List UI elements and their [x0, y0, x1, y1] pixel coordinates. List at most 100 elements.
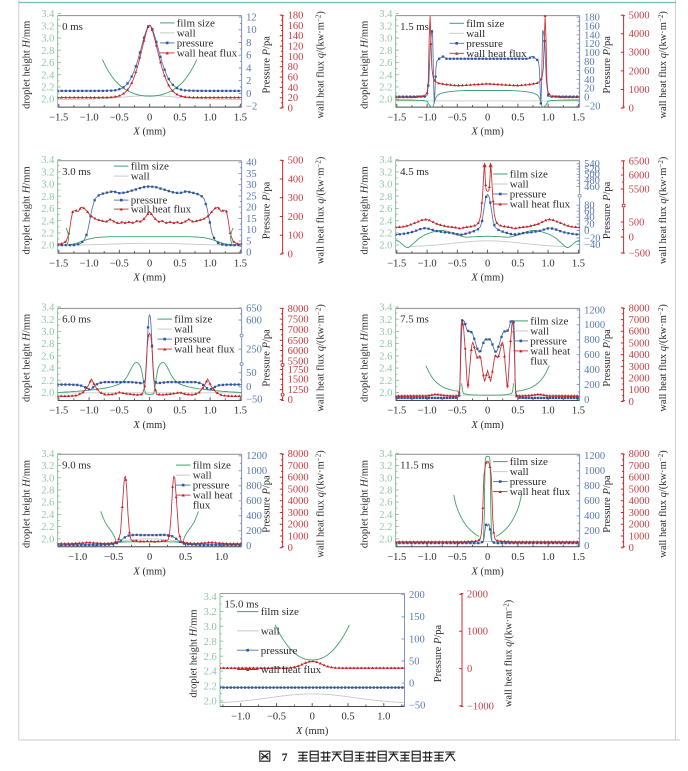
svg-text:2.6: 2.6	[379, 351, 392, 362]
svg-text:2.6: 2.6	[379, 58, 392, 69]
svg-text:1.0: 1.0	[204, 112, 217, 123]
svg-text:3.2: 3.2	[41, 167, 54, 178]
svg-text:6.0 ms: 6.0 ms	[62, 314, 91, 326]
svg-text:pressure: pressure	[261, 645, 298, 657]
svg-text:−0.5: −0.5	[110, 258, 129, 269]
svg-text:200: 200	[288, 212, 304, 223]
svg-text:3.2: 3.2	[379, 461, 392, 472]
svg-text:3.4: 3.4	[41, 9, 55, 20]
svg-text:7: 7	[282, 752, 288, 764]
svg-text:5000: 5000	[288, 484, 309, 495]
svg-text:0: 0	[485, 112, 490, 123]
svg-text:0: 0	[485, 552, 490, 563]
svg-text:2.2: 2.2	[41, 229, 54, 240]
svg-text:2.0: 2.0	[379, 241, 392, 252]
svg-text:Pressure P/pa: Pressure P/pa	[602, 329, 613, 387]
svg-text:250: 250	[246, 345, 262, 356]
svg-text:0: 0	[147, 552, 152, 563]
svg-text:wall heat flux: wall heat flux	[174, 344, 235, 356]
svg-text:wall heat flux q/(kw·m−2): wall heat flux q/(kw·m−2)	[315, 156, 327, 264]
svg-text:2.4: 2.4	[379, 70, 393, 81]
svg-text:0: 0	[288, 104, 293, 115]
svg-text:X (mm): X (mm)	[470, 273, 504, 284]
svg-text:wall: wall	[530, 326, 549, 338]
svg-text:3.0: 3.0	[41, 473, 54, 484]
svg-text:4000: 4000	[629, 29, 650, 40]
svg-text:Pressure P/pa: Pressure P/pa	[262, 36, 273, 94]
svg-text:pressure: pressure	[530, 336, 567, 348]
svg-text:2.8: 2.8	[41, 486, 54, 497]
svg-text:0.5: 0.5	[173, 258, 186, 269]
svg-text:6: 6	[246, 51, 251, 62]
svg-text:droplet height H/mm: droplet height H/mm	[22, 21, 33, 109]
svg-text:−0.5: −0.5	[448, 552, 467, 563]
svg-text:wall heat flux q/(kw·m−2): wall heat flux q/(kw·m−2)	[657, 304, 669, 412]
svg-text:25: 25	[246, 191, 257, 202]
svg-text:3.0: 3.0	[41, 327, 54, 338]
svg-text:0: 0	[584, 93, 589, 104]
svg-text:1.5 ms: 1.5 ms	[400, 21, 429, 33]
svg-text:droplet height H/mm: droplet height H/mm	[360, 314, 371, 402]
svg-text:480: 480	[584, 176, 600, 187]
svg-text:120: 120	[288, 42, 304, 53]
svg-text:2.0: 2.0	[41, 95, 54, 106]
svg-text:7000: 7000	[629, 461, 650, 472]
svg-text:4: 4	[246, 63, 252, 74]
svg-text:0.5: 0.5	[173, 112, 186, 123]
svg-text:wall: wall	[174, 324, 193, 336]
svg-text:2.4: 2.4	[41, 216, 55, 227]
svg-text:0: 0	[147, 406, 152, 417]
svg-text:40: 40	[584, 75, 595, 86]
svg-text:1000: 1000	[629, 85, 650, 96]
svg-text:droplet height H/mm: droplet height H/mm	[22, 314, 33, 402]
svg-text:40: 40	[288, 83, 299, 94]
svg-text:1200: 1200	[584, 451, 605, 462]
svg-text:3.4: 3.4	[41, 303, 55, 314]
svg-text:wall heat flux q/(kw·m−2): wall heat flux q/(kw·m−2)	[315, 450, 327, 558]
svg-text:8000: 8000	[288, 449, 309, 460]
svg-text:5500: 5500	[288, 356, 309, 367]
svg-text:−500: −500	[629, 248, 651, 259]
svg-text:0: 0	[629, 397, 634, 408]
svg-text:4.5 ms: 4.5 ms	[400, 166, 429, 178]
svg-text:wall heat flux q/(kw·m−2): wall heat flux q/(kw·m−2)	[657, 450, 669, 558]
svg-text:2000: 2000	[629, 520, 650, 531]
svg-text:2.6: 2.6	[41, 204, 54, 215]
svg-text:6000: 6000	[629, 327, 650, 338]
svg-text:0: 0	[288, 250, 293, 261]
svg-text:2.4: 2.4	[379, 364, 393, 375]
svg-text:500: 500	[584, 170, 600, 181]
svg-text:2.8: 2.8	[379, 339, 392, 350]
svg-text:1000: 1000	[288, 531, 309, 542]
svg-text:X (mm): X (mm)	[470, 566, 504, 577]
svg-text:3.4: 3.4	[204, 592, 218, 603]
svg-text:0.5: 0.5	[179, 552, 192, 563]
svg-text:1.5: 1.5	[234, 406, 247, 417]
svg-text:1.5: 1.5	[234, 112, 247, 123]
svg-text:20: 20	[246, 203, 257, 214]
svg-text:460: 460	[584, 182, 600, 193]
svg-text:droplet height H/mm: droplet height H/mm	[189, 609, 200, 697]
svg-text:150: 150	[409, 612, 425, 623]
svg-text:7000: 7000	[629, 315, 650, 326]
svg-text:3.4: 3.4	[379, 449, 393, 460]
svg-text:−50: −50	[409, 701, 425, 712]
svg-text:0: 0	[629, 232, 634, 243]
svg-text:7.5 ms: 7.5 ms	[400, 314, 429, 326]
svg-text:400: 400	[246, 511, 262, 522]
svg-text:0.5: 0.5	[341, 712, 354, 723]
svg-text:2.6: 2.6	[41, 498, 54, 509]
svg-text:−1.0: −1.0	[418, 112, 437, 123]
svg-text:6000: 6000	[288, 346, 309, 357]
svg-text:8000: 8000	[629, 449, 650, 460]
svg-text:1.0: 1.0	[542, 112, 555, 123]
svg-text:film size: film size	[530, 316, 568, 328]
svg-text:2.4: 2.4	[379, 216, 393, 227]
svg-text:film size: film size	[510, 169, 548, 181]
svg-text:flux: flux	[193, 500, 211, 512]
svg-text:2.4: 2.4	[379, 510, 393, 521]
svg-text:3.2: 3.2	[379, 315, 392, 326]
svg-text:8000: 8000	[288, 304, 309, 315]
svg-text:1200: 1200	[584, 305, 605, 316]
svg-text:−1.0: −1.0	[80, 258, 99, 269]
